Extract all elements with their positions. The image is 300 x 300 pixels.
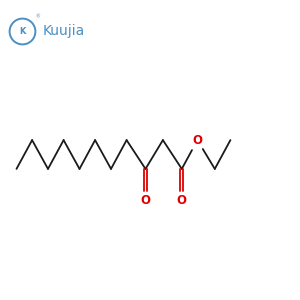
Text: Kuujia: Kuujia <box>43 25 85 38</box>
Text: ®: ® <box>35 15 40 20</box>
Text: K: K <box>19 27 26 36</box>
Text: O: O <box>177 194 187 207</box>
Text: O: O <box>140 194 151 207</box>
Text: O: O <box>192 134 203 147</box>
